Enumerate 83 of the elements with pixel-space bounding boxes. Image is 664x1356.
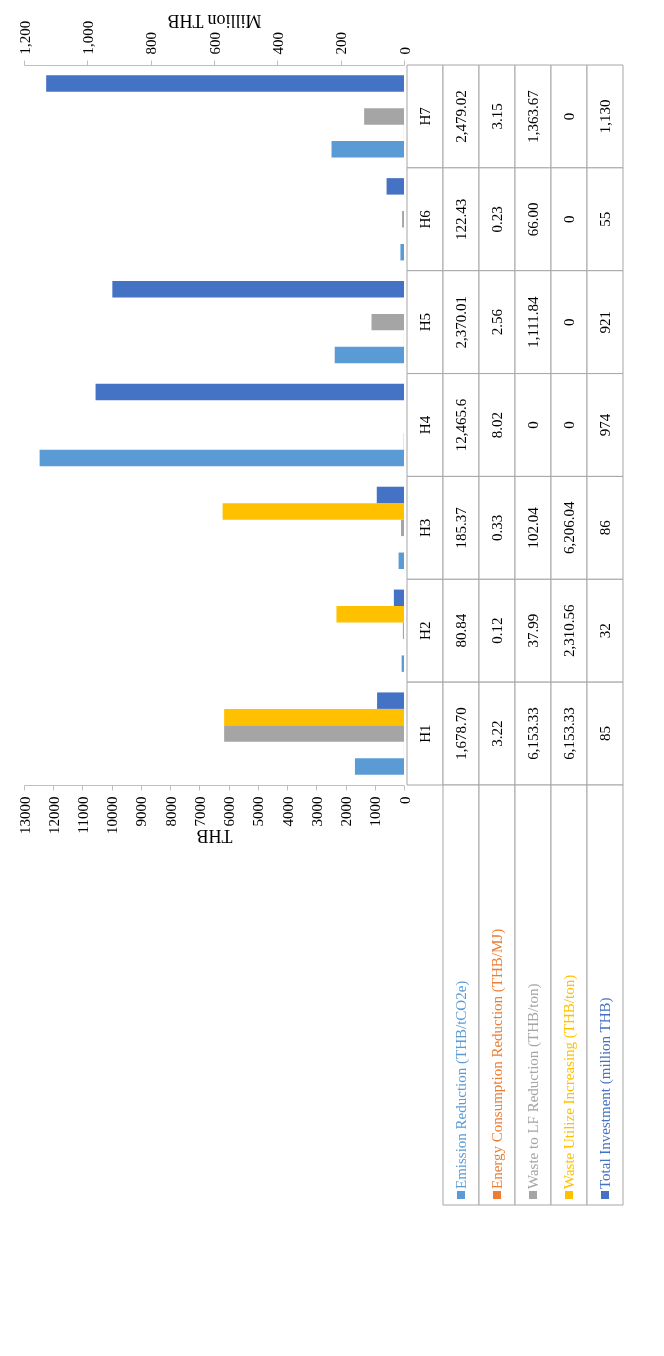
y-tick-label: H2: [417, 621, 433, 640]
data-label: 102.04: [525, 506, 541, 549]
text: Emission Reduction (THB/tCO2e): [453, 980, 470, 1189]
data-label: 66.00: [525, 202, 541, 237]
bar: [334, 346, 404, 364]
bar: [371, 313, 404, 331]
bar: [222, 503, 404, 520]
data-label: 37.99: [525, 613, 541, 648]
data-label: 0.12: [489, 617, 505, 644]
data-label: 0: [561, 215, 577, 224]
x-axis-title: THB: [196, 826, 233, 846]
data-label: 6,153.33: [561, 707, 577, 760]
text: Waste to LF Reduction (THB/ton): [525, 983, 542, 1189]
x2-tick-label: 600: [206, 32, 223, 55]
x2-tick-label: 200: [333, 32, 350, 55]
x2-tick-label: 0: [396, 47, 413, 55]
data-label: 1,363.67: [525, 89, 541, 143]
bar: [331, 141, 404, 158]
x-tick-label: 13000: [16, 796, 33, 834]
x-tick-label: 9000: [133, 796, 150, 827]
data-label: 80.84: [453, 613, 469, 648]
x2-tick-label: 1,200: [16, 20, 33, 55]
data-label: 1,678.70: [453, 707, 469, 760]
data-label: 6,153.33: [525, 707, 541, 760]
data-label: 974: [597, 413, 613, 437]
y-tick-label: H6: [417, 209, 433, 229]
y-tick-label: H5: [417, 312, 433, 332]
x-tick-label: 11000: [74, 796, 91, 834]
x-tick-label: 1000: [367, 796, 384, 827]
text: Energy Consumption Reduction (THB/MJ): [489, 928, 506, 1189]
x2-axis-title: Million THB: [167, 10, 262, 31]
bar: [39, 449, 404, 467]
x2-tick-label: 800: [143, 32, 160, 55]
data-label: 1,130: [597, 99, 613, 134]
y-tick-label: H7: [417, 106, 433, 126]
data-label: 2,310.56: [561, 603, 577, 657]
data-label: 0: [561, 318, 577, 326]
y-tick-label: H3: [417, 518, 433, 538]
y-tick-label: H4: [417, 415, 433, 435]
text: Waste Utilize Increasing (THB/ton): [561, 974, 578, 1189]
bar: [364, 108, 404, 125]
data-label: 0.23: [489, 206, 505, 233]
bar: [224, 725, 404, 742]
data-label: 185.37: [453, 506, 469, 549]
bar: [400, 243, 404, 261]
data-label: 12,465.6: [453, 398, 469, 452]
x-tick-label: 6000: [221, 796, 238, 827]
data-label: 32: [597, 623, 613, 639]
x2-tick-label: 400: [269, 32, 286, 55]
bar: [354, 758, 404, 775]
data-label: 0: [525, 421, 541, 429]
data-label: 55: [597, 211, 613, 227]
bar: [224, 708, 404, 726]
data-label: 86: [597, 519, 613, 536]
data-label: 2,479.02: [453, 90, 469, 143]
text: Total Investment (million THB): [597, 997, 614, 1189]
x-tick-label: 5000: [250, 796, 267, 827]
data-label: 2.56: [489, 308, 505, 336]
bar: [398, 552, 404, 569]
x-tick-label: 8000: [162, 796, 179, 827]
x-tick-label: 12000: [45, 796, 62, 834]
data-label: 0: [561, 112, 577, 121]
data-label: 921: [597, 310, 613, 334]
x2-tick-label: 1,000: [79, 20, 96, 55]
data-label: 0.33: [489, 514, 505, 541]
x-tick-label: 0: [396, 796, 413, 804]
data-label: 8.02: [489, 411, 505, 439]
x-tick-label: 7000: [191, 796, 208, 827]
data-label: 122.43: [453, 198, 469, 240]
x-tick-label: 4000: [279, 796, 296, 827]
x-tick-label: 3000: [308, 796, 325, 827]
bar: [401, 519, 404, 537]
data-label: 85: [597, 726, 613, 742]
y-tick-label: H1: [417, 724, 433, 743]
data-label: 3.15: [489, 103, 505, 130]
x-tick-label: 10000: [104, 796, 121, 834]
data-label: 1,111.84: [525, 295, 541, 348]
x-tick-label: 2000: [338, 796, 355, 827]
data-label: 0: [561, 421, 577, 429]
data-label: 2,370.01: [453, 295, 469, 349]
data-label: 3.22: [489, 720, 505, 747]
bar: [336, 606, 404, 623]
data-label: 6,206.04: [561, 501, 577, 555]
